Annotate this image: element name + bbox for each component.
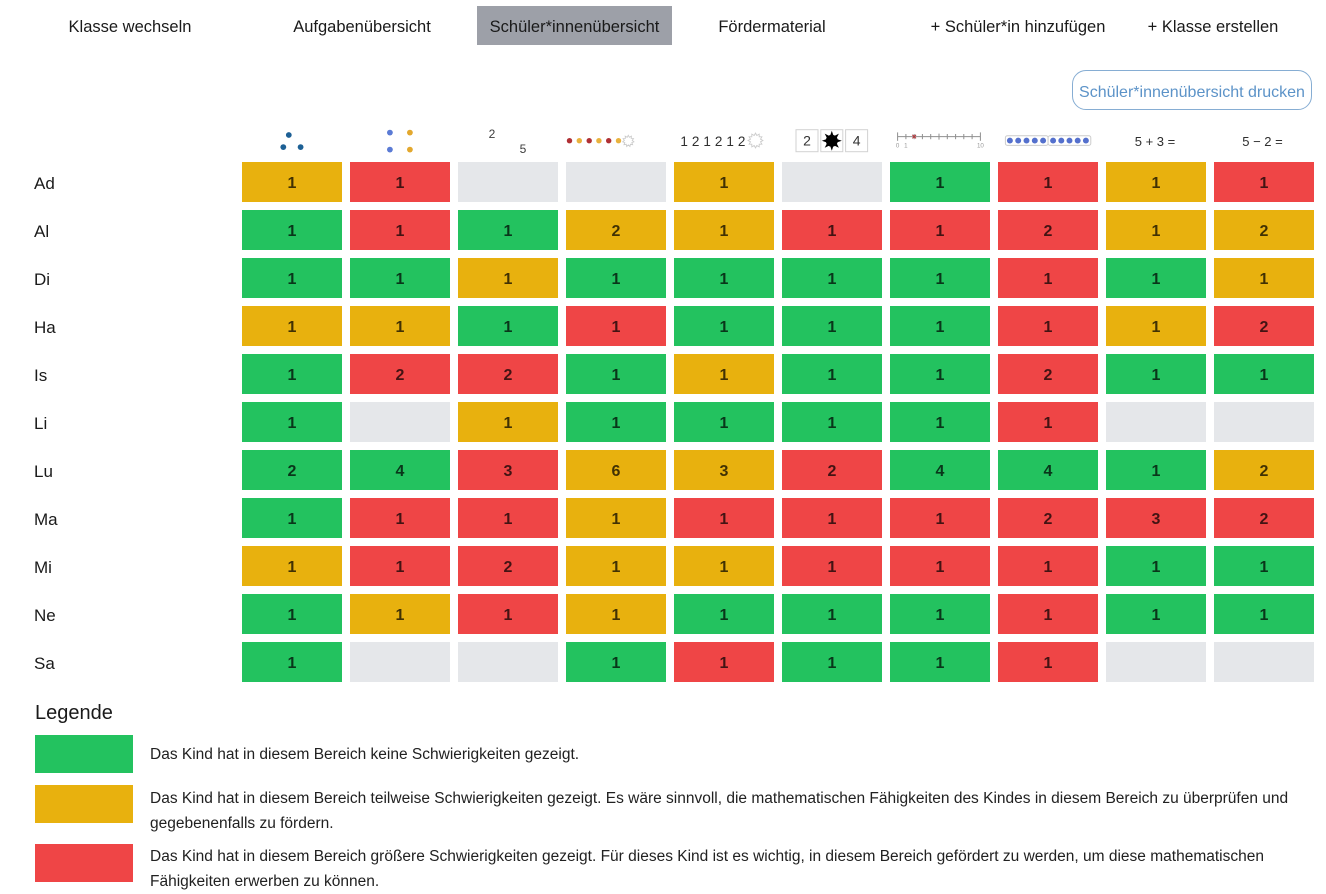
svg-text:5 − 2 =: 5 − 2 = <box>1242 134 1282 149</box>
svg-text:1: 1 <box>726 134 734 149</box>
svg-text:4: 4 <box>853 133 861 149</box>
svg-text:10: 10 <box>977 143 984 150</box>
svg-text:2: 2 <box>803 133 811 149</box>
svg-text:2: 2 <box>692 134 700 149</box>
svg-text:2: 2 <box>489 127 496 141</box>
svg-text:2: 2 <box>738 134 746 149</box>
svg-text:1: 1 <box>680 134 688 149</box>
svg-text:1: 1 <box>703 134 711 149</box>
svg-text:1: 1 <box>904 143 908 150</box>
svg-text:5: 5 <box>520 142 527 156</box>
svg-text:0: 0 <box>896 143 900 150</box>
svg-text:2: 2 <box>715 134 723 149</box>
svg-text:5 + 3 =: 5 + 3 = <box>1135 134 1175 149</box>
